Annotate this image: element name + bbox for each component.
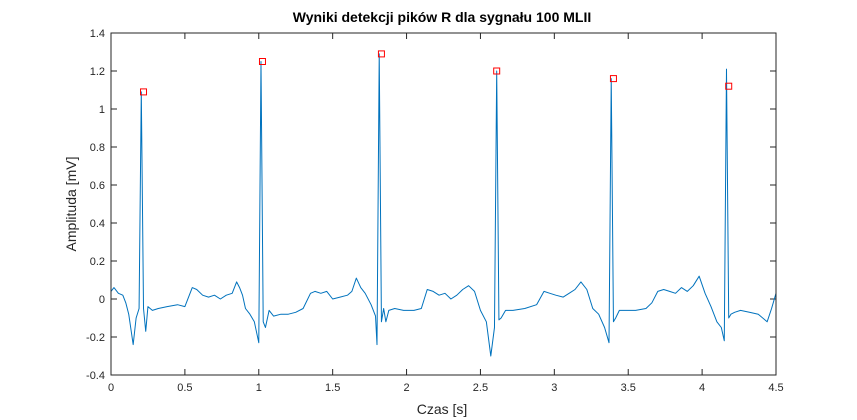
y-tick-label: 1.4 bbox=[90, 28, 105, 40]
chart-title: Wyniki detekcji pików R dla sygnału 100 … bbox=[293, 9, 592, 25]
r-peak-marker bbox=[140, 88, 148, 96]
x-tick-label: 4.5 bbox=[768, 382, 783, 394]
plot-area: 0 0.5 1 1.5 2 2.5 3 3.5 4 4.5 -0.4 -0.2 0 0.2 0.4 0.6 0.… bbox=[86, 28, 784, 394]
x-tick-label: 0 bbox=[108, 382, 114, 394]
r-peak-marker bbox=[725, 82, 733, 90]
x-tick-label: 1.5 bbox=[325, 382, 340, 394]
x-tick-label: 2.5 bbox=[473, 382, 488, 394]
ecg-signal-line bbox=[110, 53, 777, 357]
x-tick-label: 3 bbox=[551, 382, 557, 394]
r-peak-marker bbox=[493, 67, 501, 75]
x-tick-label: 2 bbox=[403, 382, 409, 394]
y-tick-label: 0.8 bbox=[90, 142, 105, 154]
plot-background bbox=[111, 33, 776, 375]
y-tick-label: 0.2 bbox=[90, 256, 105, 268]
y-tick-label: 0.6 bbox=[90, 180, 105, 192]
x-axis-label: Czas [s] bbox=[417, 401, 468, 417]
r-peak-marker bbox=[377, 50, 385, 58]
r-peak-marker bbox=[609, 75, 617, 83]
y-tick-label: -0.2 bbox=[86, 332, 105, 344]
y-axis-label: Amplituda [mV] bbox=[63, 157, 79, 252]
y-tick-label: 1 bbox=[99, 104, 105, 116]
axes-box bbox=[110, 32, 777, 376]
y-tick-label: 0.4 bbox=[90, 218, 105, 230]
y-tick-label: 0 bbox=[99, 294, 105, 306]
x-tick-label: 3.5 bbox=[621, 382, 636, 394]
y-tick-label: -0.4 bbox=[86, 370, 105, 382]
x-tick-label: 4 bbox=[699, 382, 705, 394]
x-tick-label: 1 bbox=[256, 382, 262, 394]
y-tick-label: 1.2 bbox=[90, 66, 105, 78]
r-peak-marker bbox=[258, 58, 266, 65]
x-tick-label: 0.5 bbox=[177, 382, 192, 394]
